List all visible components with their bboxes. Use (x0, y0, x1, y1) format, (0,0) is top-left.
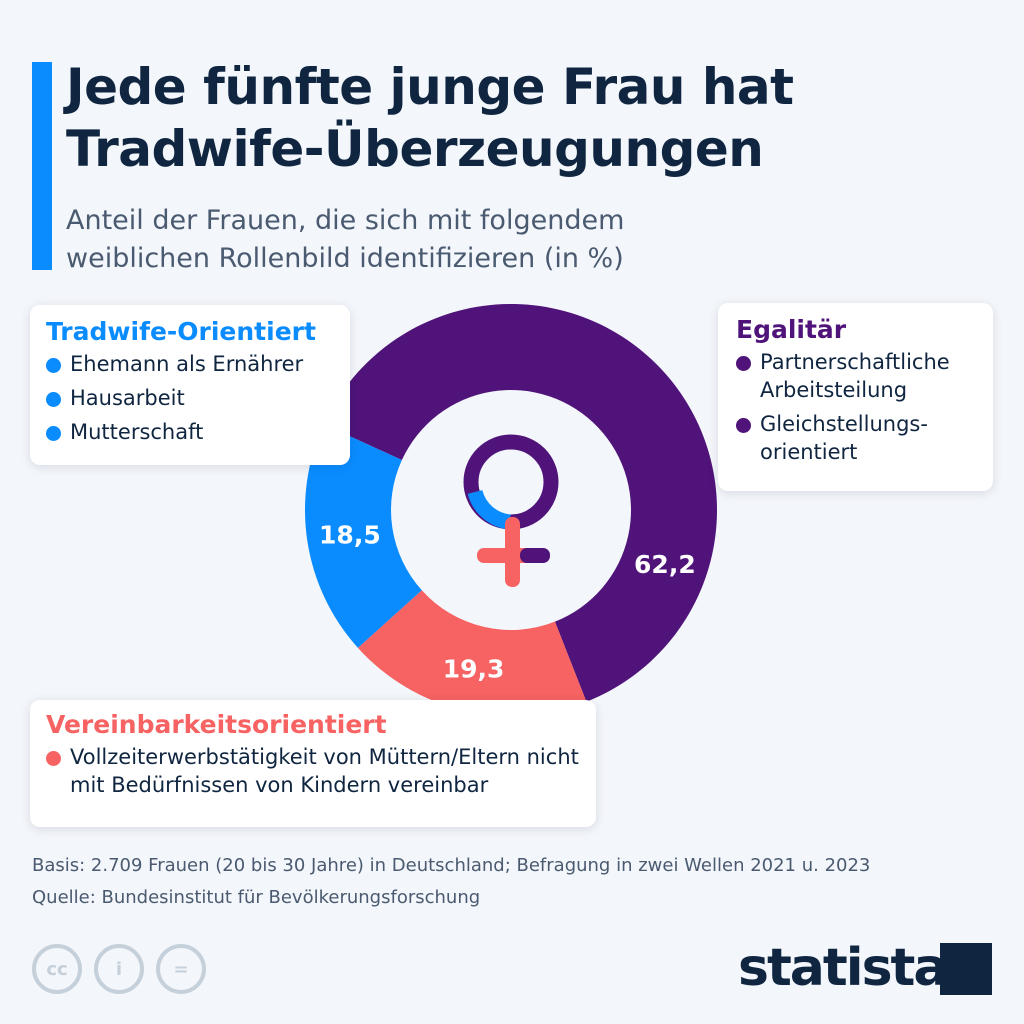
legend-item: Vollzeiterwerbstätigkeit von Müttern/Elt… (46, 743, 580, 799)
legend-item: Mutterschaft (46, 418, 334, 446)
data-label: 62,2 (634, 550, 696, 579)
data-label: 19,3 (443, 655, 505, 684)
legend-tradwife: Tradwife-Orientiert Ehemann als Ernährer… (30, 305, 350, 465)
legend-vereinbarkeit: Vereinbarkeitsorientiert Vollzeiterwerbs… (30, 700, 596, 827)
nd-icon[interactable]: = (156, 944, 206, 994)
cc-icon[interactable]: cc (32, 944, 82, 994)
footer-basis: Basis: 2.709 Frauen (20 bis 30 Jahre) in… (32, 855, 871, 876)
legend-item: Gleichstellungs-orientiert (736, 410, 975, 466)
statista-logo-mark (940, 943, 992, 995)
legend-item: Partnerschaftliche Arbeitsteilung (736, 348, 975, 404)
legend-egalitaer: Egalitär Partnerschaftliche Arbeitsteilu… (718, 303, 993, 491)
by-icon[interactable]: i (94, 944, 144, 994)
donut-slice-2 (357, 590, 587, 717)
donut-slice-3 (304, 424, 422, 648)
title-accent-bar (32, 62, 52, 270)
subtitle: Anteil der Frauen, die sich mit folgende… (66, 205, 625, 274)
footer-source: Quelle: Bundesinstitut für Bevölkerungsf… (32, 887, 481, 908)
legend-item: Ehemann als Ernährer (46, 350, 334, 378)
data-label: 18,5 (319, 521, 381, 550)
page-title: Jede fünfte junge Frau hat Tradwife-Überz… (66, 58, 794, 178)
female-symbol-icon (463, 434, 559, 587)
donut-slice-1 (323, 304, 718, 702)
statista-logo[interactable]: statista (738, 938, 948, 998)
legend-item: Hausarbeit (46, 384, 334, 412)
